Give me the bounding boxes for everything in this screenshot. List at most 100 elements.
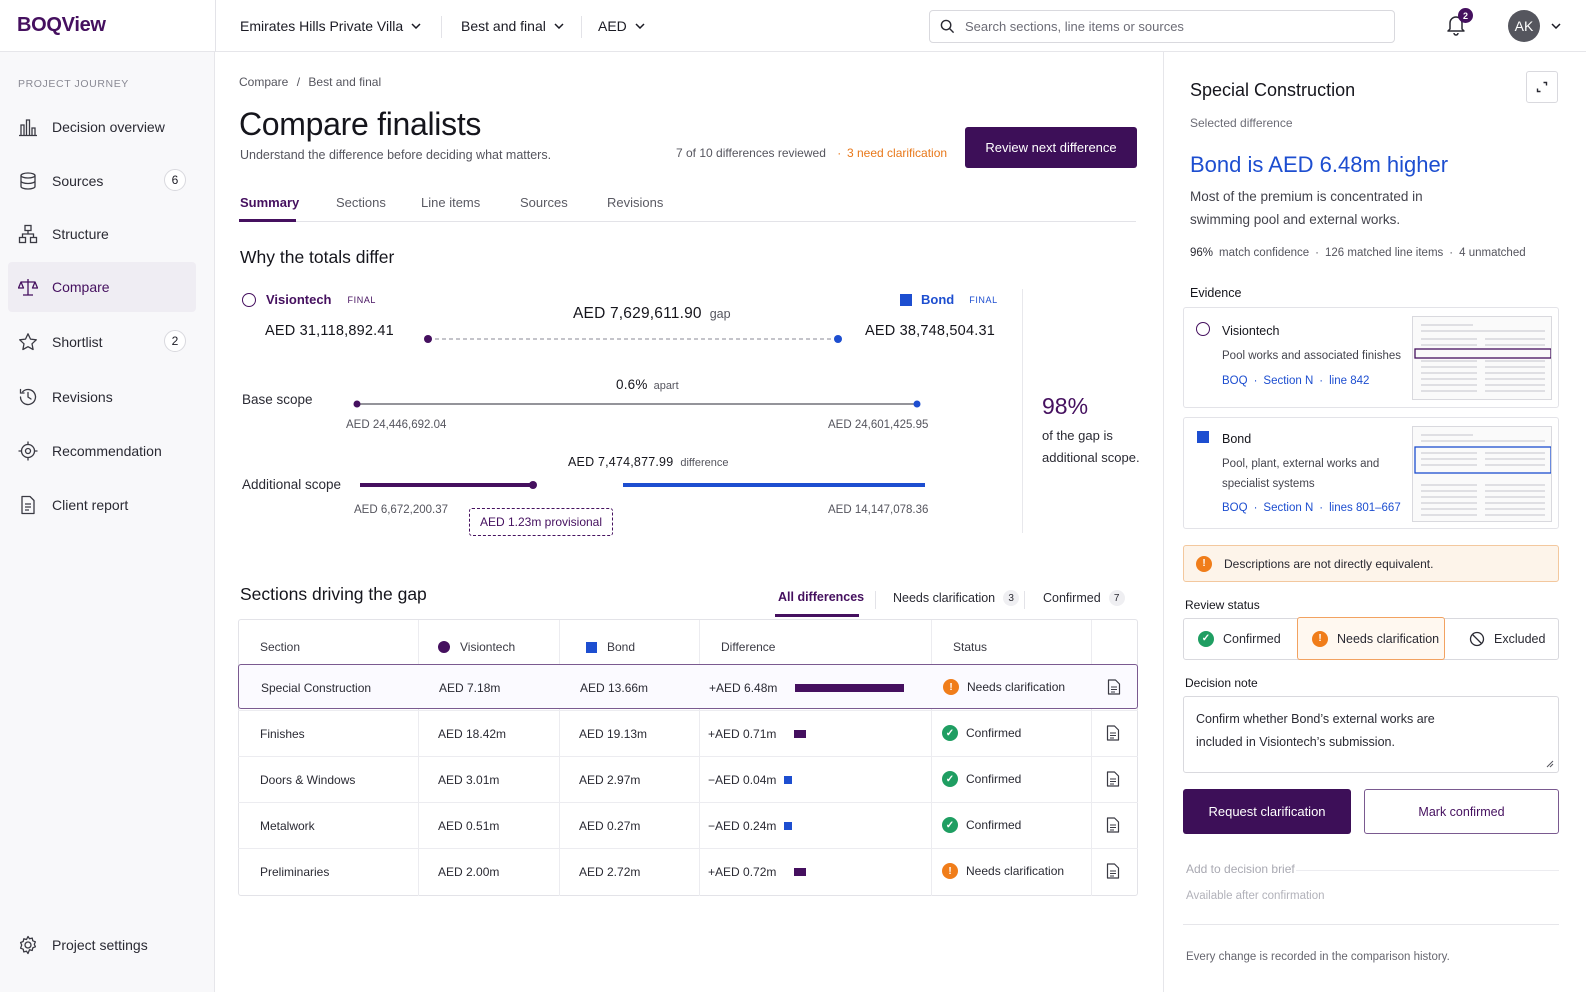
evidence-card-bond[interactable]: Bond Pool, plant, external works and spe… xyxy=(1183,417,1559,529)
expand-button[interactable] xyxy=(1526,71,1558,103)
document-icon[interactable] xyxy=(1106,725,1120,746)
tab-line-items[interactable]: Line items xyxy=(421,195,481,210)
column-divider xyxy=(699,620,700,896)
panel-subtitle: Selected difference xyxy=(1190,116,1293,130)
document-icon[interactable] xyxy=(1106,817,1120,838)
reviewed-count: 7 of 10 differences reviewed xyxy=(676,146,826,160)
warning-icon: ! xyxy=(1196,555,1212,572)
document-icon[interactable] xyxy=(1107,679,1121,700)
status-option-confirmed[interactable]: ✓ Confirmed xyxy=(1184,618,1297,659)
evidence-link[interactable]: lines 801–667 xyxy=(1329,502,1401,514)
sidebar-item-compare[interactable]: Compare xyxy=(8,262,196,312)
provisional-sum-tag[interactable]: AED 1.23m provisional xyxy=(469,508,613,536)
table-row[interactable]: Preliminaries AED 2.00m AED 2.72m +AED 0.72… xyxy=(238,848,1138,894)
status-option-needs-clarification[interactable]: ! Needs clarification xyxy=(1297,617,1445,660)
round-selector[interactable]: Best and final xyxy=(461,0,564,52)
sidebar-item-structure[interactable]: Structure xyxy=(8,209,196,259)
bond-amount-cell: AED 2.97m xyxy=(579,773,641,787)
evidence-link[interactable]: line 842 xyxy=(1329,375,1370,387)
difference-amount-cell: −AED 0.24m xyxy=(708,819,777,833)
search-bar[interactable]: Search sections, line items or sources xyxy=(929,10,1395,43)
document-icon[interactable] xyxy=(1106,771,1120,792)
evidence-link[interactable]: Section N xyxy=(1263,502,1314,514)
column-header-visiontech[interactable]: Visiontech xyxy=(438,640,515,654)
tab-sections[interactable]: Sections xyxy=(336,195,386,210)
project-settings-link[interactable]: Project settings xyxy=(8,920,196,970)
avatar[interactable]: AK xyxy=(1508,10,1540,42)
document-thumbnail[interactable] xyxy=(1412,426,1552,522)
tab-revisions[interactable]: Revisions xyxy=(607,195,664,210)
filter-needs-clarification[interactable]: Needs clarification 3 xyxy=(893,590,1020,606)
status-label: Confirmed xyxy=(966,772,1022,786)
column-header-bond[interactable]: Bond xyxy=(586,640,635,654)
hierarchy-icon xyxy=(18,224,38,244)
currency-selector[interactable]: AED xyxy=(598,0,645,52)
sidebar-item-shortlist[interactable]: Shortlist 2 xyxy=(8,317,196,367)
evidence-link[interactable]: BOQ xyxy=(1222,375,1248,387)
bond-amount-cell: AED 0.27m xyxy=(579,819,641,833)
visiontech-amount-cell: AED 3.01m xyxy=(438,773,500,787)
sidebar-count-badge: 6 xyxy=(164,169,186,191)
search-input[interactable]: Search sections, line items or sources xyxy=(965,19,1184,34)
status-badge: ! Needs clarification xyxy=(943,679,1065,695)
column-header-difference[interactable]: Difference xyxy=(721,640,776,654)
clarification-count[interactable]: 3 need clarification xyxy=(847,146,948,160)
gap-share-value: 98% xyxy=(1042,393,1089,419)
chevron-down-icon[interactable] xyxy=(1551,23,1561,29)
target-icon xyxy=(18,441,38,461)
breadcrumb-item[interactable]: Compare xyxy=(239,75,289,89)
sidebar-item-recommendation[interactable]: Recommendation xyxy=(8,426,196,476)
mark-confirmed-button[interactable]: Mark confirmed xyxy=(1364,789,1559,834)
base-pct: 0.6% xyxy=(616,377,648,392)
table-row[interactable]: Metalwork AED 0.51m AED 0.27m −AED 0.24m ✓ Co… xyxy=(238,802,1138,848)
status-badge: ✓ Confirmed xyxy=(942,725,1021,741)
base-bond-amount: AED 24,601,425.95 xyxy=(828,419,929,431)
status-label: Confirmed xyxy=(966,818,1022,832)
review-next-button[interactable]: Review next difference xyxy=(965,127,1137,168)
column-header-status[interactable]: Status xyxy=(953,640,988,654)
evidence-link[interactable]: Section N xyxy=(1263,375,1314,387)
availability-note: Available after confirmation xyxy=(1186,890,1325,902)
additional-scope-label: Additional scope xyxy=(242,477,342,492)
bond-total: AED 38,748,504.31 xyxy=(865,323,995,339)
detail-panel xyxy=(1163,52,1586,992)
evidence-card-visiontech[interactable]: Visiontech Pool works and associated fin… xyxy=(1183,307,1559,408)
evidence-source-name: Visiontech xyxy=(1222,324,1280,338)
breadcrumb: Compare / Best and final xyxy=(239,75,381,89)
filter-confirmed[interactable]: Confirmed 7 xyxy=(1043,590,1125,606)
document-icon[interactable] xyxy=(1106,863,1120,884)
gap-share-description: of the gap is additional scope. xyxy=(1042,428,1140,465)
sidebar-item-revisions[interactable]: Revisions xyxy=(8,372,196,422)
sidebar-item-client-report[interactable]: Client report xyxy=(8,480,196,530)
evidence-description: Pool works and associated finishes xyxy=(1222,350,1401,362)
status-option-excluded[interactable]: Excluded xyxy=(1455,618,1559,659)
base-scope-bar xyxy=(353,400,921,408)
filter-all-differences[interactable]: All differences xyxy=(778,590,864,604)
evidence-link[interactable]: BOQ xyxy=(1222,502,1248,514)
tab-summary[interactable]: Summary xyxy=(240,195,300,210)
project-selector[interactable]: Emirates Hills Private Villa xyxy=(240,0,421,52)
notifications-button[interactable]: 2 xyxy=(1446,8,1473,38)
matched-items: 126 matched line items xyxy=(1325,247,1444,259)
sidebar-item-sources[interactable]: Sources 6 xyxy=(8,156,196,206)
table-row[interactable]: Special Construction AED 7.18m AED 13.66m +… xyxy=(238,664,1138,709)
base-apart-label: 0.6% apart xyxy=(616,377,679,392)
tab-sources[interactable]: Sources xyxy=(520,195,568,210)
section-name-cell: Finishes xyxy=(260,727,305,741)
status-label: Confirmed xyxy=(966,726,1022,740)
resize-handle-icon[interactable] xyxy=(1546,760,1554,768)
table-row[interactable]: Finishes AED 18.42m AED 19.13m +AED 0.71m ✓ C… xyxy=(238,710,1138,756)
unmatched-items: 4 unmatched xyxy=(1459,247,1526,259)
sidebar-item-decision-overview[interactable]: Decision overview xyxy=(8,102,196,152)
divider xyxy=(875,591,876,609)
active-tab-indicator xyxy=(239,219,296,222)
request-clarification-button[interactable]: Request clarification xyxy=(1183,789,1351,834)
decision-note-textarea[interactable]: Confirm whether Bond’s external works ar… xyxy=(1183,696,1559,773)
decision-note-text: Confirm whether Bond’s external works ar… xyxy=(1196,712,1435,749)
column-header-section[interactable]: Section xyxy=(260,640,301,654)
add-to-brief-link: Add to decision brief xyxy=(1186,862,1295,876)
difference-amount-cell: +AED 0.71m xyxy=(708,727,777,741)
app-logo[interactable]: BOQView xyxy=(17,14,106,36)
document-thumbnail[interactable] xyxy=(1412,316,1552,400)
table-row[interactable]: Doors & Windows AED 3.01m AED 2.97m −AED 0.… xyxy=(238,756,1138,802)
